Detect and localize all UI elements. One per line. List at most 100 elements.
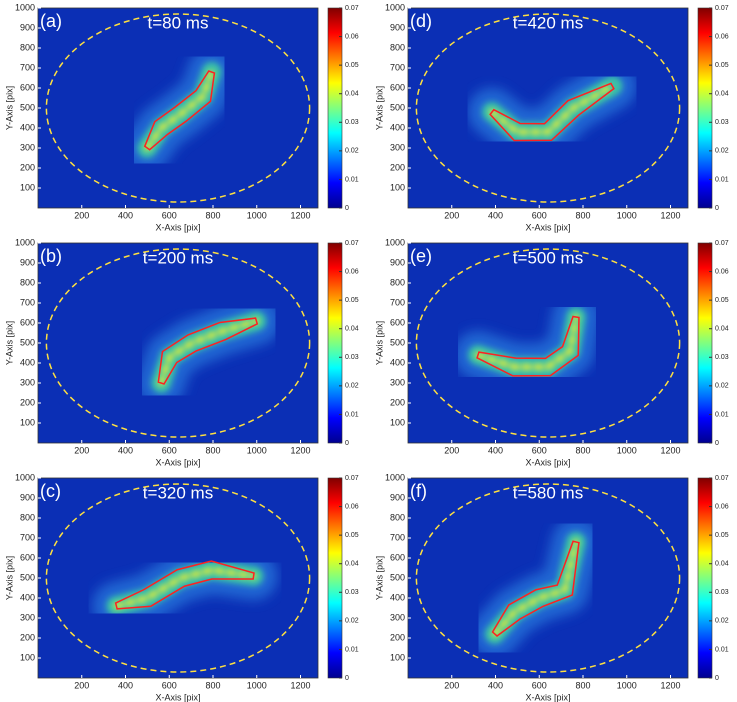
colorbar-tick-label: 0.02	[715, 383, 729, 390]
colorbar	[327, 242, 343, 444]
y-tick-label: 1000	[385, 237, 405, 247]
outline	[114, 560, 255, 610]
y-tick-label: 900	[20, 22, 35, 32]
colorbar-tick-label: 0	[715, 440, 719, 447]
y-tick-label: 900	[20, 492, 35, 502]
panel: 200 400 600 800 1000 1200 100 200 300 400 500 600 70…	[374, 237, 728, 467]
x-tick-label: 1000	[617, 210, 637, 220]
y-tick-label: 400	[390, 357, 405, 367]
boundary	[45, 483, 311, 673]
panel-title: t=80 ms	[148, 13, 209, 32]
y-tick-label: 900	[20, 257, 35, 267]
y-tick-label: 700	[390, 297, 405, 307]
y-tick-label: 500	[20, 102, 35, 112]
field-peak	[144, 69, 215, 151]
y-tick-label: 500	[20, 572, 35, 582]
x-tick-label: 1000	[247, 445, 267, 455]
x-tick-label: 1200	[660, 445, 680, 455]
x-axis-label: X-Axis [pix]	[525, 692, 570, 702]
plot-area	[45, 13, 311, 203]
plot-area	[45, 248, 311, 438]
y-tick-label: 500	[20, 337, 35, 347]
x-tick-label: 400	[118, 445, 133, 455]
colorbar-tick-label: 0.03	[715, 354, 729, 361]
colorbar-tick-label: 0.07	[715, 5, 729, 12]
plot-area	[415, 13, 681, 203]
outline	[157, 317, 259, 385]
y-tick-label: 400	[390, 592, 405, 602]
y-axis-label: Y-Axis [pix]	[374, 86, 384, 130]
boundary	[415, 13, 681, 203]
y-tick-label: 900	[390, 22, 405, 32]
y-axis-label: Y-Axis [pix]	[4, 321, 14, 365]
colorbar-tick-label: 0.04	[715, 326, 729, 333]
y-tick-label: 800	[20, 42, 35, 52]
y-tick-label: 500	[390, 102, 405, 112]
colorbar-tick-label: 0.02	[345, 148, 359, 155]
y-tick-label: 1000	[15, 237, 35, 247]
colorbar	[327, 7, 343, 209]
y-tick-label: 1000	[385, 472, 405, 482]
colorbar-tick-label: 0	[715, 205, 719, 212]
y-tick-label: 200	[20, 162, 35, 172]
y-tick-label: 600	[20, 317, 35, 327]
colorbar-tick-label: 0.01	[715, 176, 729, 183]
x-tick-label: 600	[162, 210, 177, 220]
colorbar-tick-label: 0.01	[345, 176, 359, 183]
y-tick-label: 600	[390, 552, 405, 562]
x-tick-label: 1200	[290, 210, 310, 220]
panel-title: t=420 ms	[513, 13, 583, 32]
y-tick-label: 900	[390, 257, 405, 267]
colorbar-tick-label: 0.05	[715, 297, 729, 304]
x-tick-label: 1000	[617, 680, 637, 690]
y-tick-label: 700	[20, 532, 35, 542]
colorbar-tick-label: 0.07	[345, 5, 359, 12]
panel-label: (b)	[40, 246, 62, 266]
colorbar-tick-label: 0.03	[715, 119, 729, 126]
y-tick-label: 300	[20, 377, 35, 387]
x-tick-label: 800	[575, 210, 590, 220]
panel: 200 400 600 800 1000 1200 100 200 300 400 500 600 70…	[374, 472, 728, 702]
x-tick-label: 1000	[247, 680, 267, 690]
field-peak	[158, 318, 260, 386]
panel-title: t=500 ms	[513, 248, 583, 267]
colorbar-tick-label: 0.06	[715, 503, 729, 510]
colorbar-tick-label: 0	[715, 675, 719, 682]
outline	[491, 540, 580, 637]
colorbar-tick-label: 0.02	[345, 383, 359, 390]
x-tick-label: 400	[118, 680, 133, 690]
y-tick-label: 100	[20, 182, 35, 192]
boundary	[45, 13, 311, 203]
y-axis-label: Y-Axis [pix]	[374, 321, 384, 365]
y-tick-label: 400	[20, 357, 35, 367]
x-axis-label: X-Axis [pix]	[155, 457, 200, 467]
colorbar-tick-label: 0.04	[345, 91, 359, 98]
y-tick-label: 400	[20, 122, 35, 132]
panel-title: t=580 ms	[513, 483, 583, 502]
colorbar-tick-label: 0.05	[345, 297, 359, 304]
y-tick-label: 1000	[15, 2, 35, 12]
colorbar-tick-label: 0.06	[715, 33, 729, 40]
colorbar-tick-label: 0.01	[345, 411, 359, 418]
colorbar-tick-label: 0.03	[715, 589, 729, 596]
panel: 200 400 600 800 1000 1200 100 200 300 400 500 600 70…	[374, 2, 728, 232]
y-tick-label: 500	[390, 337, 405, 347]
plot-area	[415, 248, 681, 438]
x-tick-label: 1200	[290, 445, 310, 455]
x-tick-label: 1200	[660, 210, 680, 220]
outline	[143, 70, 216, 151]
y-tick-label: 200	[390, 632, 405, 642]
x-tick-label: 800	[205, 680, 220, 690]
y-tick-label: 800	[390, 512, 405, 522]
y-tick-label: 200	[390, 397, 405, 407]
y-tick-label: 700	[390, 532, 405, 542]
outline	[476, 315, 580, 377]
boundary	[45, 248, 311, 438]
plot-area	[415, 483, 681, 673]
y-tick-label: 300	[20, 612, 35, 622]
colorbar-tick-label: 0.03	[345, 354, 359, 361]
y-tick-label: 700	[20, 62, 35, 72]
x-tick-label: 1200	[290, 680, 310, 690]
panel-label: (e)	[410, 246, 432, 266]
colorbar-tick-label: 0.07	[715, 240, 729, 247]
